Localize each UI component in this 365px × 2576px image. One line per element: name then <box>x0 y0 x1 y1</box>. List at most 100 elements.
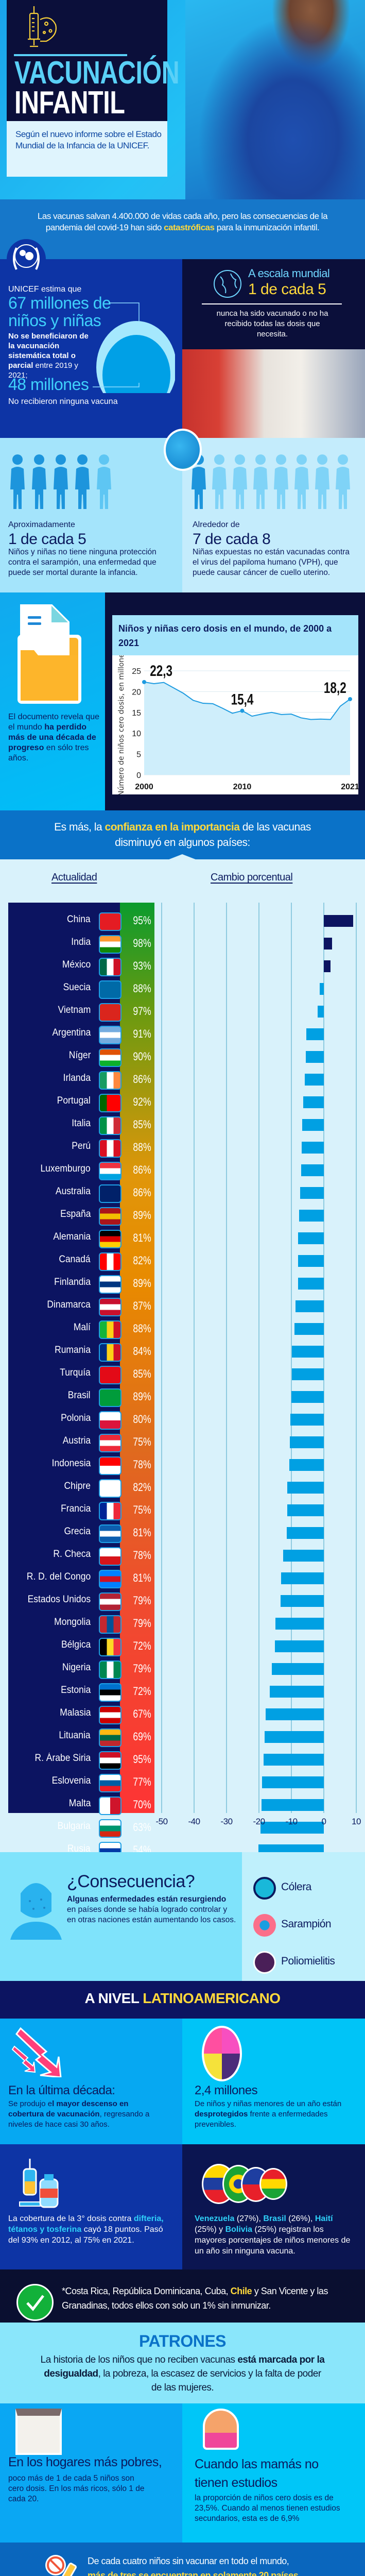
child-figure-icon <box>32 453 46 510</box>
country-flag-icon <box>99 1524 121 1543</box>
vaccination-photo <box>182 349 365 438</box>
x-tick-label: 10 <box>352 1817 361 1826</box>
change-bar <box>324 915 353 927</box>
globe-icon <box>214 270 241 298</box>
country-row: Finlandia 89% <box>8 1273 154 1295</box>
syringe-vial-icon <box>19 2159 59 2208</box>
current-percent: 91% <box>133 1027 151 1040</box>
highlight-point <box>240 708 245 713</box>
change-bar <box>291 1368 324 1380</box>
country-flag-icon <box>99 1298 121 1316</box>
change-bar <box>324 960 331 972</box>
country-flag-icon <box>99 1683 121 1702</box>
country-row: Austria 75% <box>8 1431 154 1454</box>
col-title-current: Actualidad <box>51 872 97 883</box>
country-name: Turquía <box>60 1367 91 1378</box>
country-name: Argentina <box>52 1027 91 1038</box>
country-row: Irlanda 86% <box>8 1069 154 1091</box>
hero-subtitle: Según el nuevo informe sobre el Estado M… <box>15 129 162 150</box>
x-tick-label: 2021 <box>341 783 358 791</box>
current-percent: 78% <box>133 1549 151 1562</box>
worldwide-lead: A escala mundial <box>248 267 330 280</box>
pct-brasil: (26%), <box>286 2214 315 2223</box>
country-row: Portugal 92% <box>8 1091 154 1114</box>
country-row: Canadá 82% <box>8 1250 154 1273</box>
intro-highlight: catastróficas <box>164 223 215 232</box>
confidence-banner: Es más, la confianza en la importancia d… <box>0 810 365 859</box>
change-bar <box>269 1686 324 1698</box>
current-percent: 82% <box>133 1254 151 1267</box>
disease-cholera: Cólera <box>281 1881 311 1893</box>
patterns-section: PATRONES La historia de los niños que no… <box>0 2323 365 2403</box>
worldwide-stat-panel: A escala mundial 1 de cada 5 nunca ha si… <box>182 259 365 349</box>
no-vaccine-icon <box>45 2555 77 2576</box>
current-percent: 72% <box>133 1685 151 1698</box>
pct-venezuela: (27%), <box>234 2214 264 2223</box>
chart-title: Niños y niñas cero dosis en el mundo, de… <box>112 615 358 655</box>
current-percent: 85% <box>133 1367 151 1380</box>
current-percent: 69% <box>133 1730 151 1743</box>
sick-person-icon <box>10 1883 62 1940</box>
current-percent: 90% <box>133 1050 151 1063</box>
country-name: Lituania <box>59 1730 91 1741</box>
country-flag-icon <box>99 1230 121 1248</box>
current-percent: 80% <box>133 1413 151 1426</box>
decline-post: , regresando a niveles de hace casi 30 a… <box>8 2110 150 2129</box>
current-percent: 88% <box>133 1322 151 1335</box>
child-figure-icon <box>75 453 90 510</box>
country-flag-icon <box>99 1048 121 1067</box>
y-tick-label: 25 <box>132 667 141 676</box>
country-name: Irlanda <box>63 1073 91 1083</box>
cholera-icon <box>253 1877 276 1900</box>
current-percent: 89% <box>133 1277 151 1290</box>
document-post: en sólo tres años. <box>8 743 89 762</box>
country-name: Canadá <box>59 1254 91 1265</box>
change-bar <box>300 1187 324 1199</box>
intro-banner: Las vacunas salvan 4.400.000 de vidas ca… <box>0 199 365 259</box>
country-flag-icon <box>99 1162 121 1180</box>
country-name: Mongolia <box>54 1617 91 1628</box>
country-flag-icon <box>99 980 121 999</box>
country-name: Rusia <box>67 1843 91 1854</box>
country-name: Grecia <box>64 1526 91 1537</box>
country-flag-icon <box>99 1638 121 1656</box>
decline-bold: l mayor descenso en cobertura de vacunac… <box>8 2099 129 2119</box>
country-row: R. Árabe Siria 95% <box>8 1749 154 1771</box>
change-bar <box>289 1459 324 1471</box>
country-flag-icon <box>99 1116 121 1135</box>
poor-house-icon <box>15 2409 62 2455</box>
silhouettes-right-bg <box>182 438 365 592</box>
check-pre: *Costa Rica, República Dominicana, Cuba, <box>62 2286 231 2296</box>
current-percent: 87% <box>133 1299 151 1312</box>
highlight-point <box>348 697 352 701</box>
y-tick-label: 5 <box>136 751 141 759</box>
zero-dose-chart-section: El documento revela que el mundo ha perd… <box>0 592 365 810</box>
latam-dtp-panel: La cobertura de la 3° dosis contra difte… <box>0 2144 182 2269</box>
country-venezuela: Venezuela <box>195 2214 235 2223</box>
current-percent: 81% <box>133 1571 151 1584</box>
change-bar <box>306 1051 324 1063</box>
current-percent: 70% <box>133 1798 151 1811</box>
change-bar <box>299 1210 324 1222</box>
country-name: Luxemburgo <box>40 1163 91 1174</box>
child-figure-icon <box>54 453 68 510</box>
country-name: R. Árabe Siria <box>34 1753 91 1764</box>
country-name: Malí <box>73 1322 91 1333</box>
country-row: Eslovenia 77% <box>8 1771 154 1794</box>
current-percent: 86% <box>133 1073 151 1086</box>
country-flag-icon <box>99 1139 121 1158</box>
country-name: Alemania <box>53 1231 91 1242</box>
unicef-bold: No se beneficiaron de la vacunación sist… <box>8 332 89 370</box>
decline-pre: Se produjo e <box>8 2099 53 2108</box>
country-row: Estados Unidos 79% <box>8 1590 154 1613</box>
country-row: Nigeria 79% <box>8 1658 154 1681</box>
current-percent: 95% <box>133 1753 151 1766</box>
change-bar <box>287 1482 324 1494</box>
country-flag-icon <box>99 1797 121 1815</box>
country-row: Níger 90% <box>8 1046 154 1069</box>
current-percent: 79% <box>133 1617 151 1630</box>
change-bar <box>294 1323 324 1335</box>
country-row: España 89% <box>8 1205 154 1227</box>
unprotected-post: frente a enfermedades prevenibles. <box>195 2110 328 2129</box>
current-percent: 93% <box>133 959 151 972</box>
